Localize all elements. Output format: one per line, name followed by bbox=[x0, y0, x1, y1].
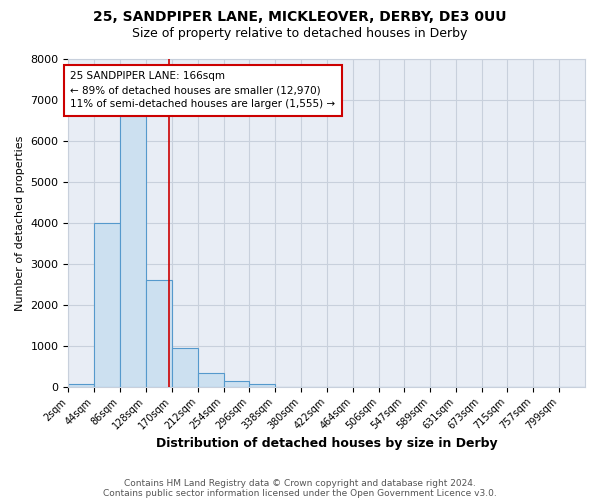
Bar bbox=[120, 116, 146, 386]
Text: Contains public sector information licensed under the Open Government Licence v3: Contains public sector information licen… bbox=[103, 488, 497, 498]
Bar bbox=[198, 373, 224, 386]
Y-axis label: Number of detached properties: Number of detached properties bbox=[15, 135, 25, 310]
Bar bbox=[146, 280, 172, 386]
Text: Contains HM Land Registry data © Crown copyright and database right 2024.: Contains HM Land Registry data © Crown c… bbox=[124, 478, 476, 488]
X-axis label: Distribution of detached houses by size in Derby: Distribution of detached houses by size … bbox=[156, 437, 497, 450]
Bar bbox=[172, 348, 198, 387]
Bar bbox=[68, 384, 94, 386]
Bar bbox=[250, 384, 275, 386]
Text: 25 SANDPIPER LANE: 166sqm
← 89% of detached houses are smaller (12,970)
11% of s: 25 SANDPIPER LANE: 166sqm ← 89% of detac… bbox=[70, 72, 335, 110]
Text: 25, SANDPIPER LANE, MICKLEOVER, DERBY, DE3 0UU: 25, SANDPIPER LANE, MICKLEOVER, DERBY, D… bbox=[93, 10, 507, 24]
Bar bbox=[94, 223, 120, 386]
Bar bbox=[224, 382, 250, 386]
Text: Size of property relative to detached houses in Derby: Size of property relative to detached ho… bbox=[133, 28, 467, 40]
